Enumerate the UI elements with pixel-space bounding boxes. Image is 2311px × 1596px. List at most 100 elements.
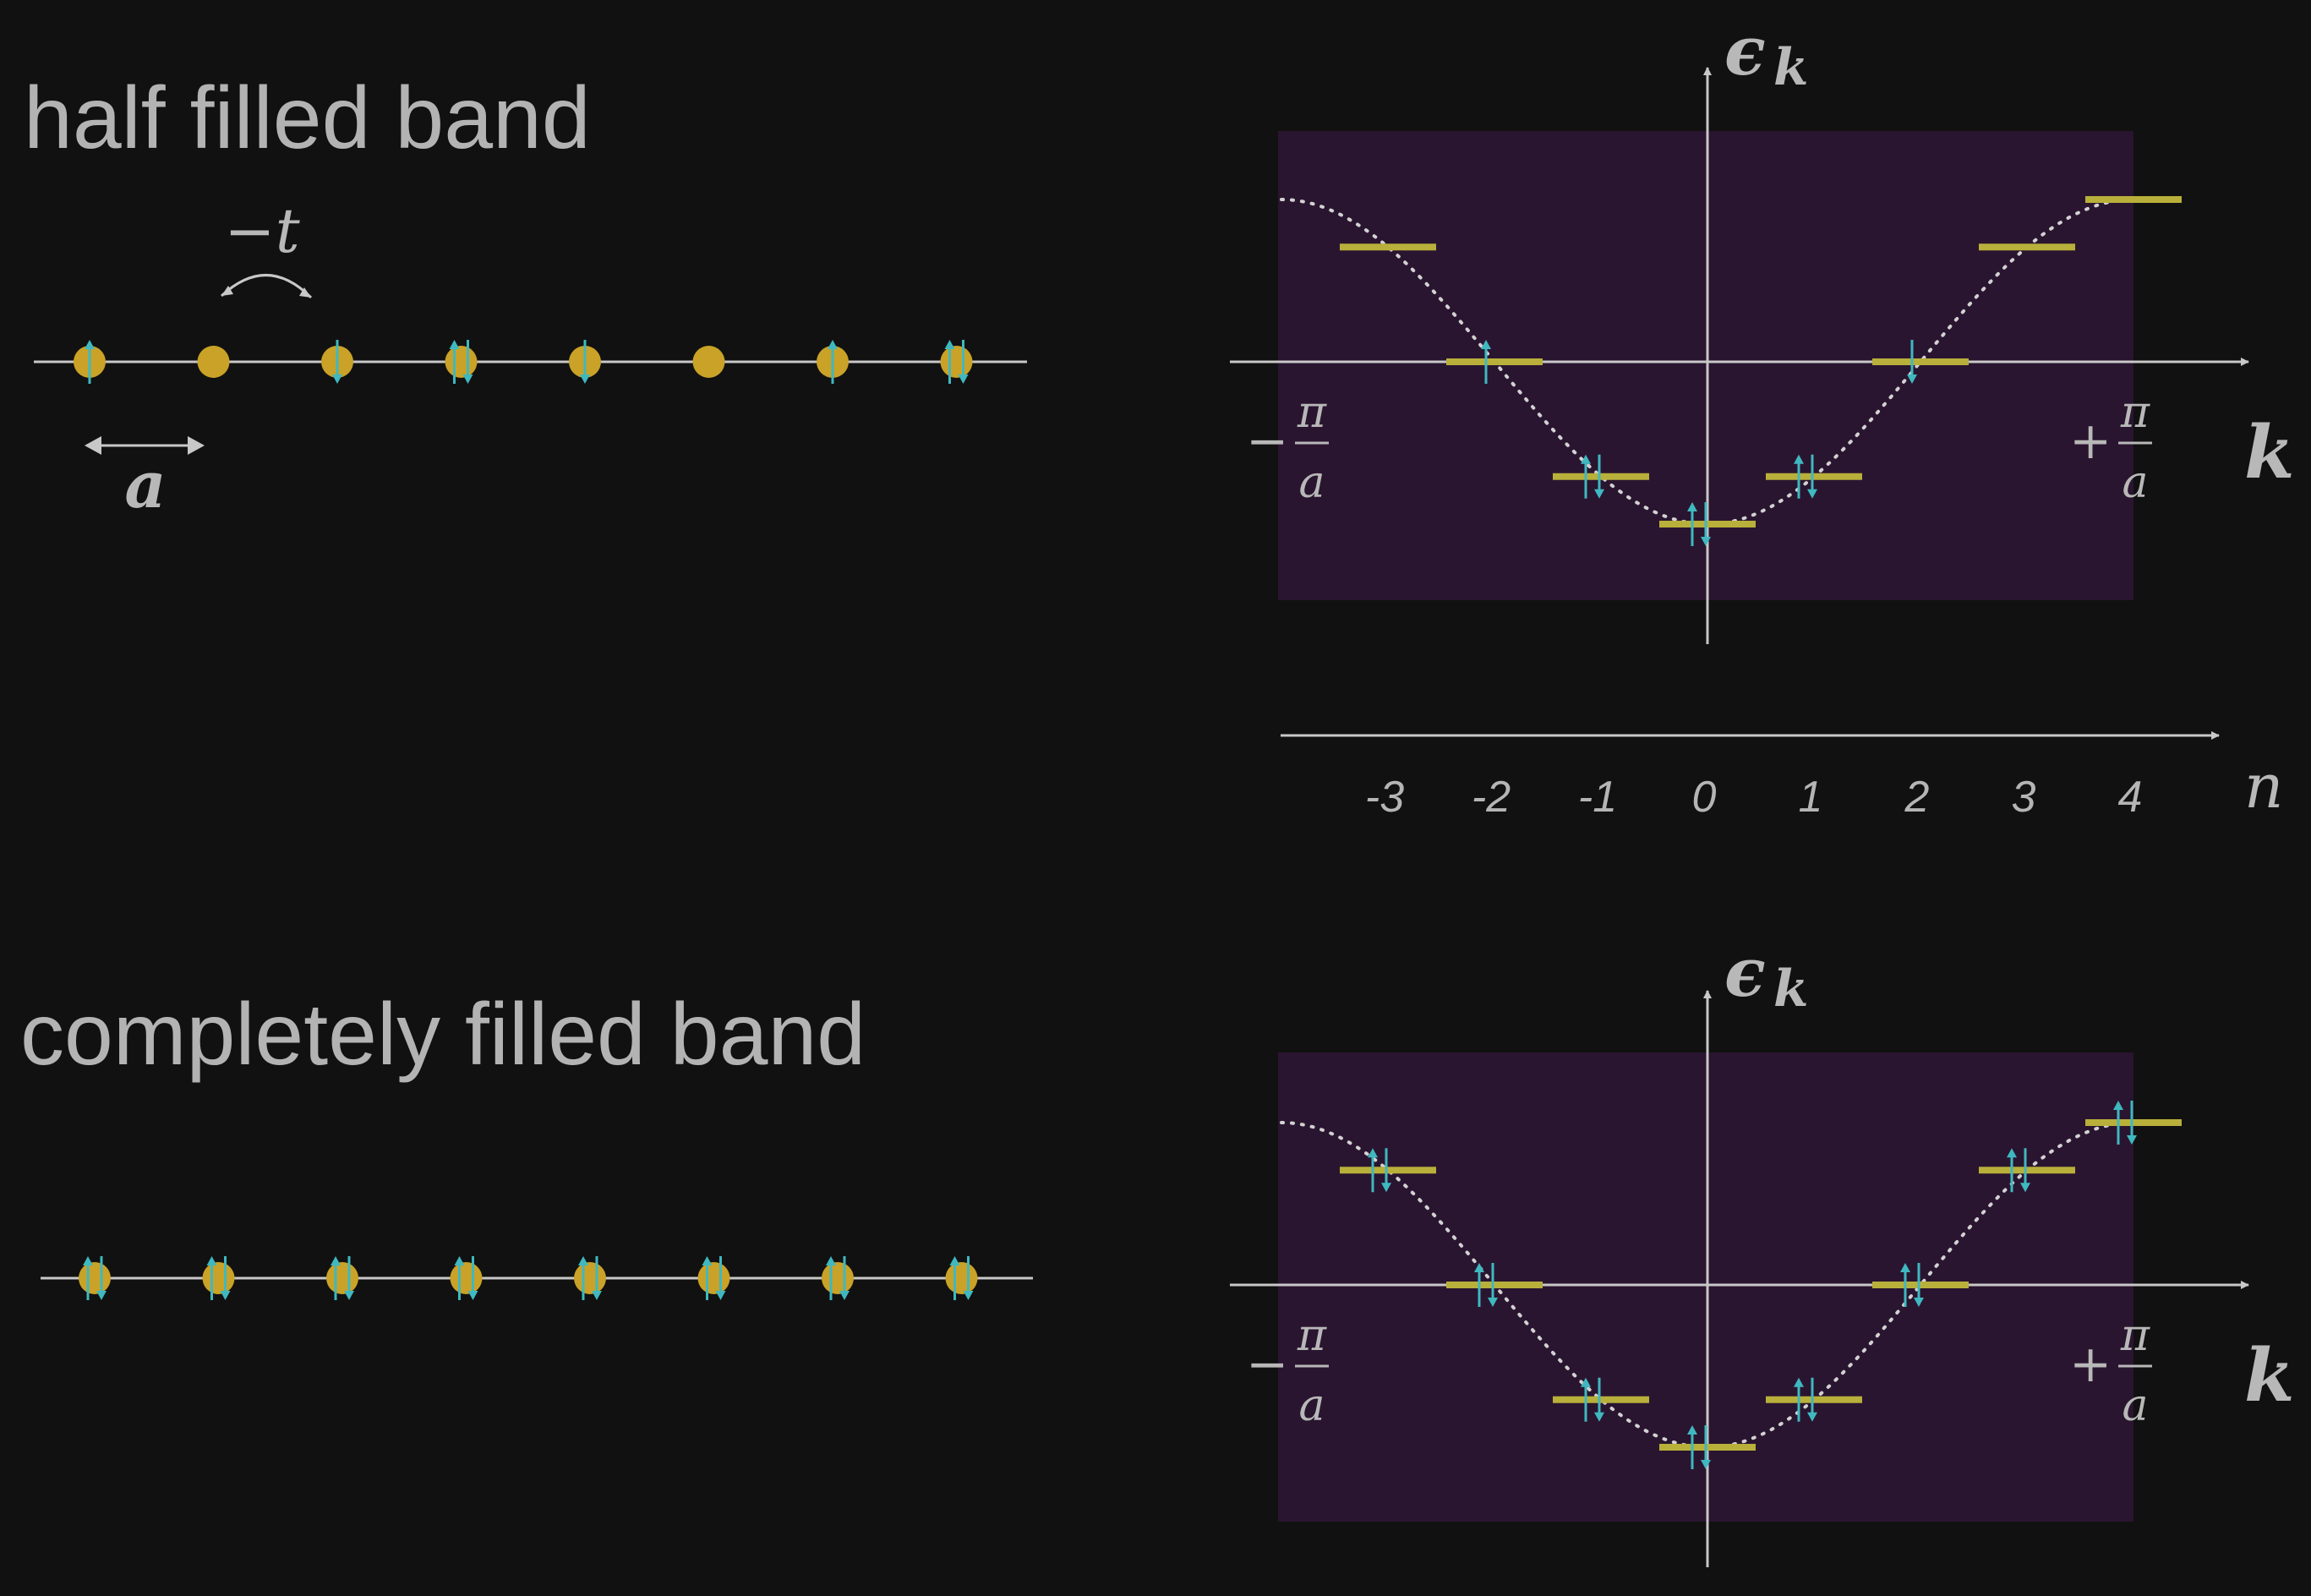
n-tick-label: 2 [1904, 773, 1930, 822]
k-axis-label: k [2244, 410, 2295, 495]
spin-down-arrow [1807, 1377, 1817, 1422]
energy-level [1659, 1425, 1756, 1469]
spin-up-arrow [454, 1256, 465, 1300]
atom-dot [945, 1262, 978, 1294]
spacing-arrowhead-left [85, 436, 101, 455]
atom-dot [202, 1262, 235, 1294]
atom-dot [574, 1262, 606, 1294]
spin-down-arrow [462, 340, 473, 384]
spin-up-arrow [949, 1256, 960, 1300]
n-tick-label: 3 [2012, 773, 2036, 822]
spin-down-arrow [2127, 1101, 2137, 1145]
energy-level [1979, 1148, 2075, 1193]
energy-level [1553, 454, 1649, 499]
energy-level [1659, 502, 1756, 546]
spin-up-arrow [2007, 1148, 2017, 1193]
spin-down-arrow [332, 340, 342, 384]
level-index-axis: -3 -2 -1 0 1 2 3 4 n [1281, 731, 2283, 822]
spin-down-arrow [1914, 1263, 1924, 1307]
atom-dot [940, 346, 973, 378]
spin-down-arrow [2020, 1148, 2030, 1193]
n-axis-label: n [2244, 751, 2283, 822]
spin-up-arrow [1687, 502, 1697, 546]
level-bar [2085, 196, 2182, 203]
level-bar [1340, 1167, 1436, 1174]
atom-dot [445, 346, 478, 378]
hopping-arc [220, 274, 313, 299]
right-pi-label: π [2120, 1310, 2150, 1361]
level-bar [2085, 1119, 2182, 1126]
spin-up-arrow [1794, 454, 1804, 499]
spin-up-arrow [702, 1256, 713, 1300]
level-bar [1872, 358, 1969, 365]
level-bar [1979, 1167, 2075, 1174]
spin-up-arrow [331, 1256, 341, 1300]
lattice-site [326, 1256, 358, 1300]
spin-up-arrow [1481, 340, 1491, 384]
hopping-arrowhead-left [221, 286, 233, 296]
spin-down-arrow [715, 1256, 726, 1300]
energy-level [1340, 243, 1436, 251]
lattice-site [940, 340, 973, 384]
right-pi-label: π [2120, 387, 2150, 438]
spacing-arrowhead-right [188, 436, 205, 455]
lattice-site [202, 1256, 235, 1300]
lattice-site [692, 346, 725, 378]
spin-down-arrow [1807, 454, 1817, 499]
energy-symbol-label: ϵ [1724, 932, 1766, 1012]
spin-down-arrow [1701, 1425, 1711, 1469]
completely-filled-band-diagram: ϵ k k − π a + π a [1230, 932, 2295, 1567]
right-a-label: a [2122, 1380, 2148, 1431]
spin-up-arrow [1474, 1263, 1484, 1307]
energy-level [1446, 340, 1543, 384]
right-sign: + [2069, 1335, 2112, 1394]
n-tick-label: 1 [1799, 773, 1823, 822]
spin-up-arrow [944, 340, 955, 384]
energy-level [1979, 243, 2075, 251]
hopping-label: −t [224, 195, 300, 266]
spin-down-arrow [467, 1256, 478, 1300]
lattice-site [822, 1256, 854, 1300]
left-sign: − [1246, 1335, 1288, 1394]
n-tick-label: -3 [1365, 773, 1404, 822]
lattice-site [574, 1256, 606, 1300]
half-filled-band-diagram: ϵ k k − π a + π a [1230, 11, 2295, 644]
spin-down-arrow [344, 1256, 354, 1300]
spin-up-arrow [828, 340, 838, 384]
axis-labels: ϵ k k − π a + π a [1246, 932, 2295, 1431]
level-bar [1659, 521, 1756, 527]
energy-symbol-label: ϵ [1724, 11, 1766, 90]
spin-down-arrow [592, 1256, 602, 1300]
k-axis-label: k [2244, 1333, 2295, 1418]
atom-dot [692, 346, 725, 378]
left-a-label: a [1298, 457, 1325, 508]
n-tick-label: 0 [1692, 773, 1717, 822]
spin-up-arrow [1687, 1425, 1697, 1469]
level-bar [1766, 473, 1862, 480]
level-bar [1446, 1282, 1543, 1288]
energy-level [2085, 1101, 2182, 1145]
spin-up-arrow [83, 1256, 93, 1300]
level-bar [1872, 1282, 1969, 1288]
spin-down-arrow [580, 340, 590, 384]
spin-down-arrow [958, 340, 969, 384]
spin-up-arrow [1581, 1377, 1591, 1422]
atom-dot [197, 346, 230, 378]
left-sign: − [1246, 412, 1288, 471]
dispersion-curve [1280, 1121, 2135, 1450]
spin-up-arrow [1368, 1148, 1378, 1193]
energy-level [1766, 1377, 1862, 1422]
spin-up-arrow [1794, 1377, 1804, 1422]
level-bar [1340, 243, 1436, 251]
left-pi-label: π [1297, 1310, 1327, 1361]
atom-dot [450, 1262, 483, 1294]
atom-dot [326, 1262, 358, 1294]
left-a-label: a [1298, 1380, 1325, 1431]
spin-up-arrow [1581, 454, 1591, 499]
spin-down-arrow [96, 1256, 107, 1300]
lattice-site [74, 340, 106, 384]
lattice-site [569, 340, 601, 384]
n-tick-label: -2 [1472, 773, 1511, 822]
axis-labels: ϵ k k − π a + π a [1246, 11, 2295, 508]
